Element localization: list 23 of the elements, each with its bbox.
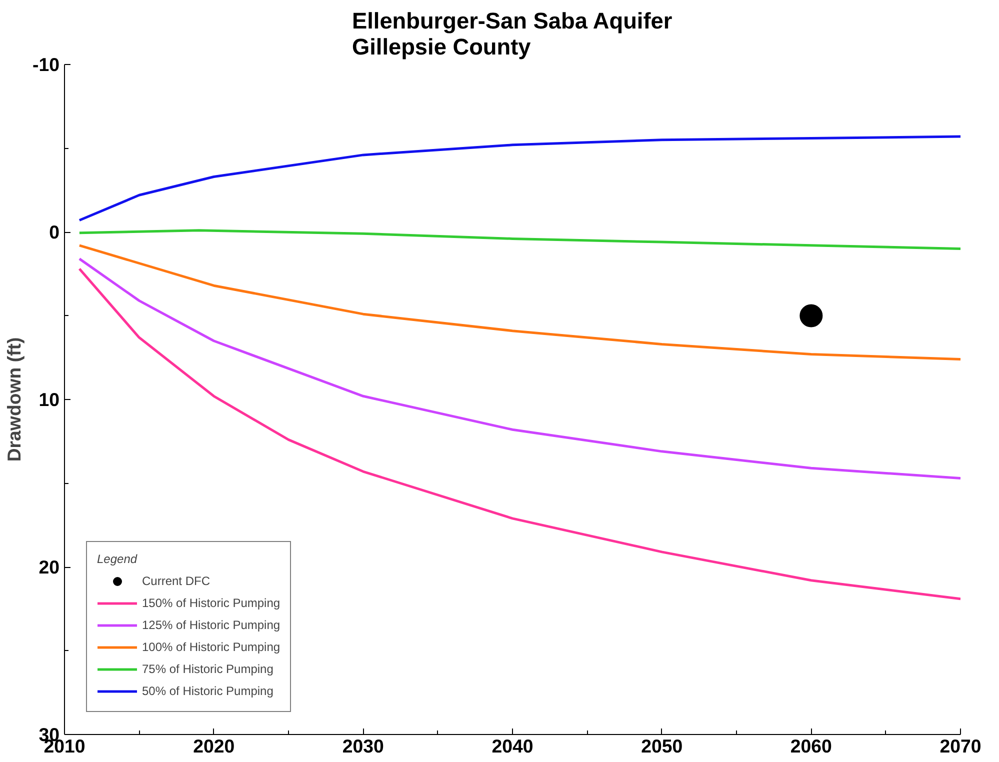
- y-axis-title: Drawdown (ft): [4, 337, 25, 462]
- y-tick-label: 20: [38, 556, 60, 578]
- legend-label: Current DFC: [142, 574, 210, 588]
- legend-label: 50% of Historic Pumping: [142, 684, 274, 698]
- y-tick-label: 10: [38, 389, 60, 410]
- legend-label: 75% of Historic Pumping: [142, 662, 274, 676]
- legend-label: 150% of Historic Pumping: [142, 596, 280, 610]
- line-series: [78, 244, 960, 361]
- y-tick-label: 0: [49, 222, 60, 242]
- legend-label: 125% of Historic Pumping: [142, 618, 280, 632]
- x-tick-label: 2040: [492, 736, 534, 756]
- line-series: [78, 258, 960, 480]
- legend-label: 100% of Historic Pumping: [142, 640, 280, 654]
- x-tick-label: 2070: [940, 736, 982, 756]
- line-series: [78, 229, 960, 250]
- y-tick-label: -10: [32, 54, 60, 75]
- chart-title: Ellenburger-San Saba Aquifer Gillepsie County: [352, 8, 672, 60]
- x-tick-label: 2020: [193, 736, 235, 756]
- line-series: [78, 135, 960, 222]
- x-tick-label: 2030: [342, 736, 384, 756]
- legend-title: Legend: [97, 552, 138, 566]
- x-tick-label: 2060: [790, 736, 832, 756]
- x-tick-label: 2050: [641, 736, 683, 756]
